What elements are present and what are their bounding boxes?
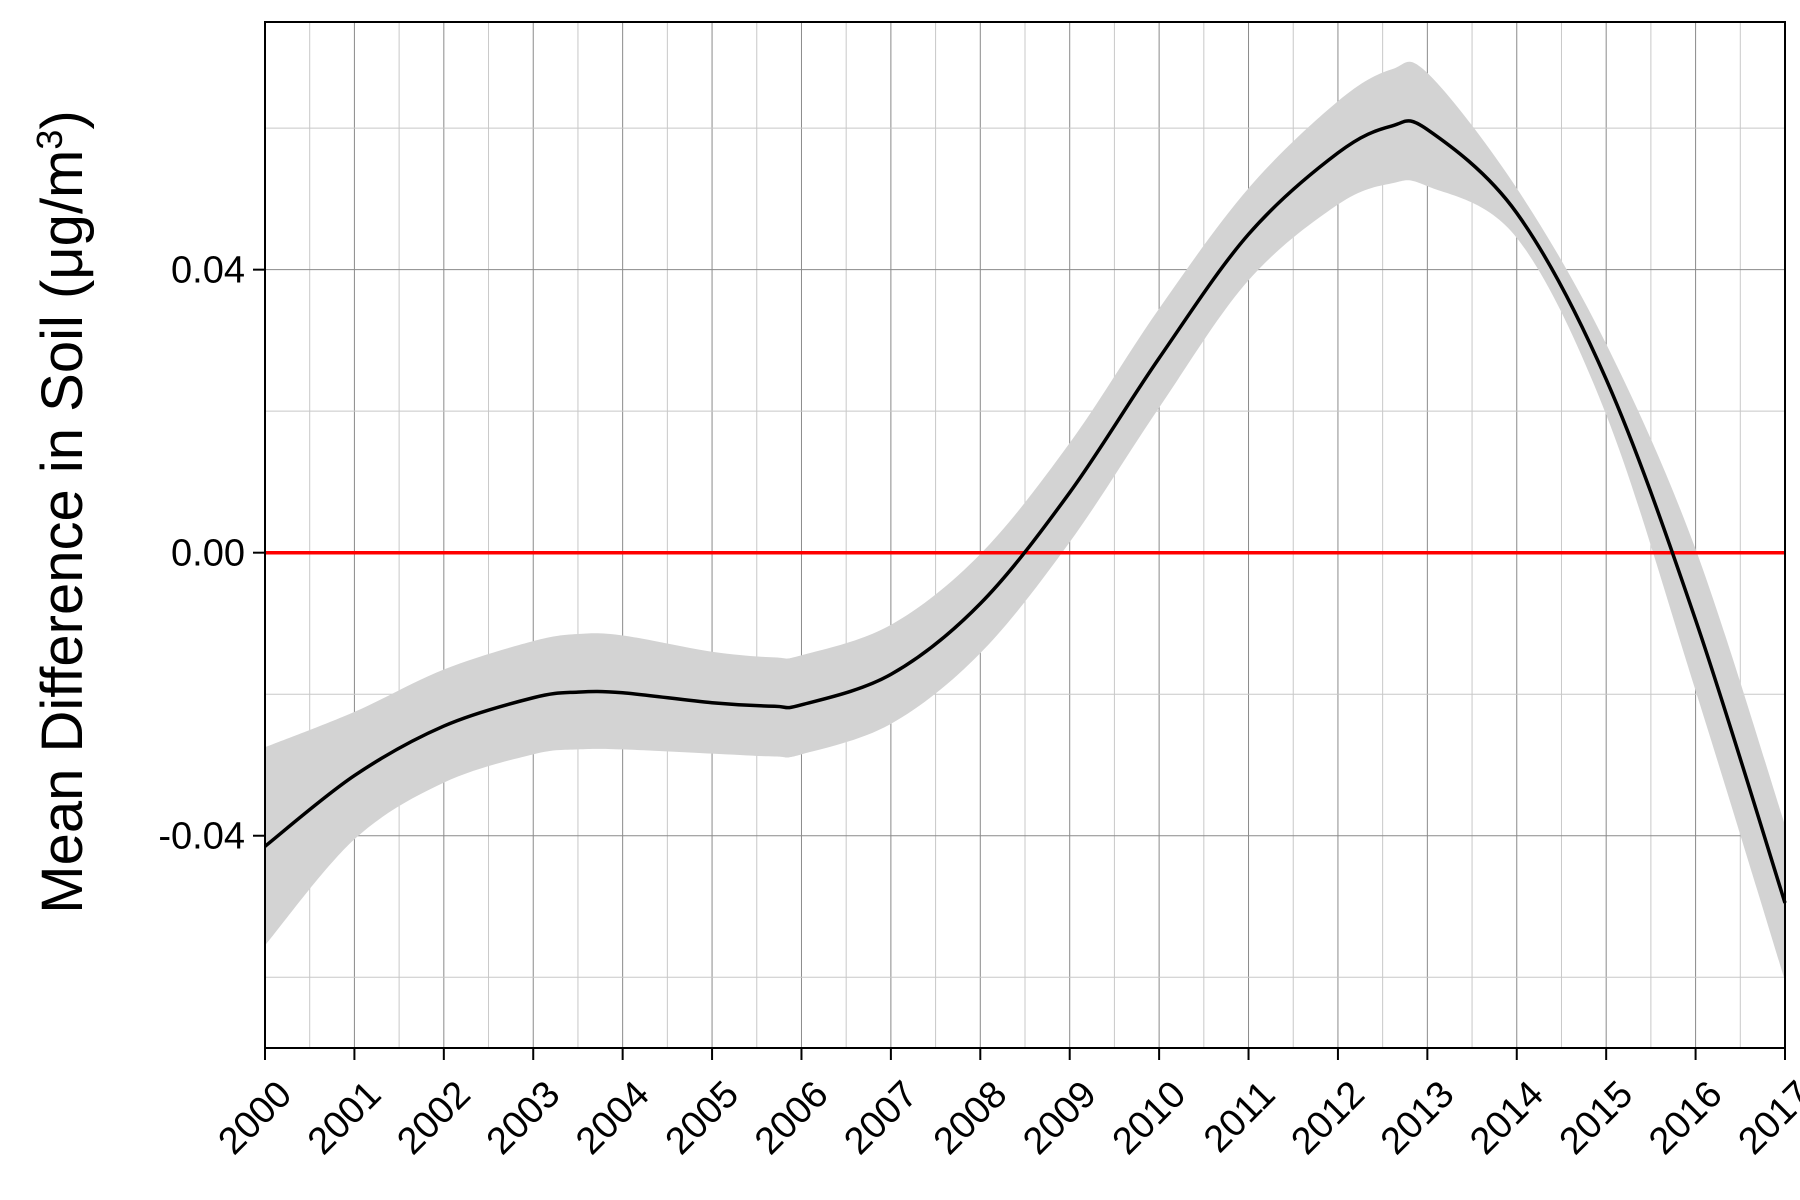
y-tick-label: -0.04 xyxy=(158,816,245,858)
axes xyxy=(264,21,1786,1049)
plot-frame xyxy=(264,21,1786,1049)
y-axis-label-suffix: ) xyxy=(30,110,95,129)
x-tick-label: 2011 xyxy=(1196,1073,1283,1160)
y-tick-label: 0.00 xyxy=(171,533,245,575)
confidence-band-layer xyxy=(265,61,1785,981)
y-axis-ticks: -0.04 0.00 0.04 xyxy=(158,250,265,858)
x-tick-label: 2017 xyxy=(1731,1073,1800,1162)
x-tick-label: 2005 xyxy=(658,1073,747,1162)
x-tick-label: 2004 xyxy=(568,1073,657,1162)
y-axis-label-unit: μg/m xyxy=(30,150,95,280)
confidence-band xyxy=(265,61,1785,981)
series-layer xyxy=(263,119,1787,904)
y-axis-label-superscript: 3 xyxy=(29,130,70,150)
x-tick-label: 2012 xyxy=(1283,1073,1372,1162)
x-tick-label: 2002 xyxy=(389,1073,478,1162)
x-axis-ticks: 2000 2001 2002 2003 2004 2005 2006 2007 2008 2009… xyxy=(211,1048,1800,1163)
x-tick-label: 2015 xyxy=(1552,1073,1641,1162)
x-tick-label: 2009 xyxy=(1015,1073,1104,1162)
x-tick-label: 2013 xyxy=(1373,1073,1462,1162)
x-tick-label: 2006 xyxy=(747,1073,836,1162)
y-axis-label: Mean Difference in Soil (μg/m3) xyxy=(29,110,96,913)
x-tick-label: 2003 xyxy=(479,1073,568,1162)
x-tick-label: 2014 xyxy=(1462,1073,1551,1162)
x-tick-label: 2001 xyxy=(300,1073,389,1162)
x-tick-label: 2016 xyxy=(1641,1073,1730,1162)
x-tick-label: 2007 xyxy=(836,1073,925,1162)
y-tick-label: 0.04 xyxy=(171,250,245,292)
x-tick-label: 2008 xyxy=(926,1073,1015,1162)
series-line xyxy=(263,119,1787,904)
x-tick-label: 2000 xyxy=(211,1073,300,1162)
y-axis-label-prefix: Mean Difference in Soil ( xyxy=(30,280,95,914)
x-tick-label: 2010 xyxy=(1105,1073,1194,1162)
